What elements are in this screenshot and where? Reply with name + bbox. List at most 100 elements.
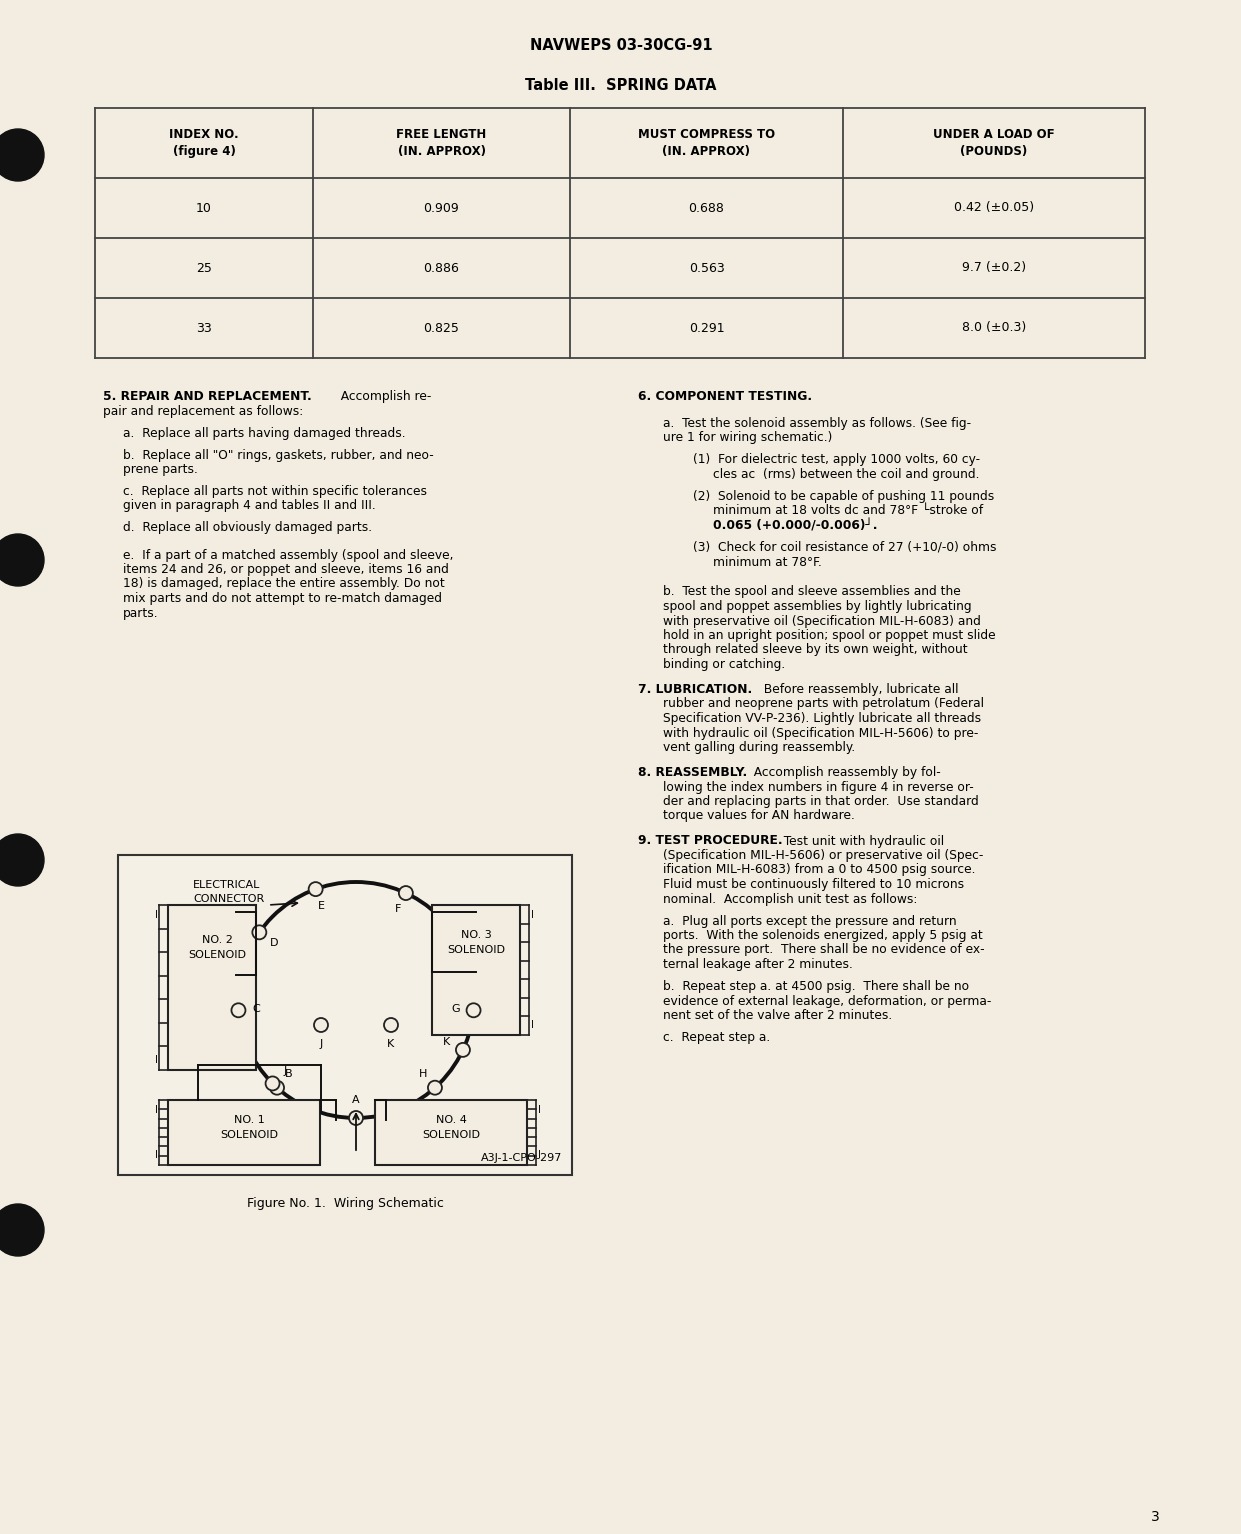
Text: Fluid must be continuously filtered to 10 microns: Fluid must be continuously filtered to 1… <box>663 877 964 891</box>
Bar <box>432 905 520 1035</box>
Text: I: I <box>537 1104 540 1115</box>
Text: 0.065 (+0.000/-0.006)┘.: 0.065 (+0.000/-0.006)┘. <box>714 518 877 532</box>
Text: Test unit with hydraulic oil: Test unit with hydraulic oil <box>776 834 944 847</box>
Text: prene parts.: prene parts. <box>123 463 197 476</box>
Text: ure 1 for wiring schematic.): ure 1 for wiring schematic.) <box>663 431 833 445</box>
Bar <box>168 1100 320 1164</box>
Text: ification MIL-H-6083) from a 0 to 4500 psig source.: ification MIL-H-6083) from a 0 to 4500 p… <box>663 864 975 876</box>
Text: CONNECTOR: CONNECTOR <box>194 894 264 904</box>
Text: I: I <box>531 910 534 920</box>
Text: SOLENOID: SOLENOID <box>187 950 246 960</box>
Text: Accomplish re-: Accomplish re- <box>333 390 432 403</box>
Text: A: A <box>352 1095 360 1104</box>
Text: 0.688: 0.688 <box>689 201 725 215</box>
Text: I: I <box>531 1020 534 1029</box>
Text: Accomplish reassembly by fol-: Accomplish reassembly by fol- <box>746 765 941 779</box>
Text: parts.: parts. <box>123 606 159 620</box>
Text: a.  Plug all ports except the pressure and return: a. Plug all ports except the pressure an… <box>663 914 957 928</box>
Text: hold in an upright position; spool or poppet must slide: hold in an upright position; spool or po… <box>663 629 995 643</box>
Text: spool and poppet assemblies by lightly lubricating: spool and poppet assemblies by lightly l… <box>663 600 972 614</box>
Text: Specification VV-P-236). Lightly lubricate all threads: Specification VV-P-236). Lightly lubrica… <box>663 712 982 726</box>
Text: b.  Replace all "O" rings, gaskets, rubber, and neo-: b. Replace all "O" rings, gaskets, rubbe… <box>123 448 434 462</box>
Text: b.  Test the spool and sleeve assemblies and the: b. Test the spool and sleeve assemblies … <box>663 586 961 598</box>
Circle shape <box>0 1204 43 1256</box>
Text: INDEX NO.
(figure 4): INDEX NO. (figure 4) <box>169 127 238 158</box>
Bar <box>118 854 572 1175</box>
Text: 6. COMPONENT TESTING.: 6. COMPONENT TESTING. <box>638 390 812 403</box>
Text: pair and replacement as follows:: pair and replacement as follows: <box>103 405 303 417</box>
Text: 18) is damaged, replace the entire assembly. Do not: 18) is damaged, replace the entire assem… <box>123 577 444 591</box>
Text: NO. 4: NO. 4 <box>436 1115 467 1124</box>
Text: 10: 10 <box>196 201 212 215</box>
Text: 5. REPAIR AND REPLACEMENT.: 5. REPAIR AND REPLACEMENT. <box>103 390 311 403</box>
Text: 33: 33 <box>196 322 212 334</box>
Text: MUST COMPRESS TO
(IN. APPROX): MUST COMPRESS TO (IN. APPROX) <box>638 127 776 158</box>
Circle shape <box>271 1080 284 1095</box>
Bar <box>168 905 256 1071</box>
Text: ternal leakage after 2 minutes.: ternal leakage after 2 minutes. <box>663 959 853 971</box>
Text: (2)  Solenoid to be capable of pushing 11 pounds: (2) Solenoid to be capable of pushing 11… <box>692 489 994 503</box>
Text: Before reassembly, lubricate all: Before reassembly, lubricate all <box>756 683 958 696</box>
Text: NO. 3: NO. 3 <box>460 930 491 940</box>
Text: c.  Replace all parts not within specific tolerances: c. Replace all parts not within specific… <box>123 485 427 499</box>
Text: vent galling during reassembly.: vent galling during reassembly. <box>663 741 855 755</box>
Text: lowing the index numbers in figure 4 in reverse or-: lowing the index numbers in figure 4 in … <box>663 781 974 793</box>
Text: minimum at 78°F.: minimum at 78°F. <box>714 555 822 569</box>
Text: UNDER A LOAD OF
(POUNDS): UNDER A LOAD OF (POUNDS) <box>933 127 1055 158</box>
Circle shape <box>398 887 413 900</box>
Text: 7. LUBRICATION.: 7. LUBRICATION. <box>638 683 752 696</box>
Text: 0.825: 0.825 <box>423 322 459 334</box>
Text: (1)  For dielectric test, apply 1000 volts, 60 cy-: (1) For dielectric test, apply 1000 volt… <box>692 454 980 466</box>
Circle shape <box>0 534 43 586</box>
Text: a.  Test the solenoid assembly as follows. (See fig-: a. Test the solenoid assembly as follows… <box>663 417 972 430</box>
Text: NAVWEPS 03-30CG-91: NAVWEPS 03-30CG-91 <box>530 38 712 54</box>
Text: cles ac  (rms) between the coil and ground.: cles ac (rms) between the coil and groun… <box>714 468 979 482</box>
Text: SOLENOID: SOLENOID <box>422 1131 480 1140</box>
Text: B: B <box>285 1069 293 1080</box>
Text: I: I <box>155 1104 158 1115</box>
Text: Figure No. 1.  Wiring Schematic: Figure No. 1. Wiring Schematic <box>247 1197 443 1210</box>
Circle shape <box>232 1003 246 1017</box>
Text: 0.909: 0.909 <box>423 201 459 215</box>
Circle shape <box>428 1080 442 1095</box>
Text: I: I <box>537 1150 540 1160</box>
Text: SOLENOID: SOLENOID <box>447 945 505 956</box>
Circle shape <box>467 1003 480 1017</box>
Text: ELECTRICAL: ELECTRICAL <box>194 881 261 890</box>
Text: C: C <box>252 1003 261 1014</box>
Text: 0.886: 0.886 <box>423 261 459 275</box>
Text: the pressure port.  There shall be no evidence of ex-: the pressure port. There shall be no evi… <box>663 943 984 957</box>
Text: with hydraulic oil (Specification MIL-H-5606) to pre-: with hydraulic oil (Specification MIL-H-… <box>663 727 978 739</box>
Text: 9.7 (±0.2): 9.7 (±0.2) <box>962 261 1026 275</box>
Circle shape <box>314 1019 328 1032</box>
Circle shape <box>252 925 267 939</box>
Circle shape <box>349 1111 364 1124</box>
Text: b.  Repeat step a. at 4500 psig.  There shall be no: b. Repeat step a. at 4500 psig. There sh… <box>663 980 969 992</box>
Text: torque values for AN hardware.: torque values for AN hardware. <box>663 810 855 822</box>
Text: items 24 and 26, or poppet and sleeve, items 16 and: items 24 and 26, or poppet and sleeve, i… <box>123 563 449 575</box>
Text: given in paragraph 4 and tables II and III.: given in paragraph 4 and tables II and I… <box>123 500 376 512</box>
Text: c.  Repeat step a.: c. Repeat step a. <box>663 1031 771 1045</box>
Circle shape <box>383 1019 398 1032</box>
Text: 0.563: 0.563 <box>689 261 725 275</box>
Text: d.  Replace all obviously damaged parts.: d. Replace all obviously damaged parts. <box>123 522 372 534</box>
Text: D: D <box>269 937 278 948</box>
Text: der and replacing parts in that order.  Use standard: der and replacing parts in that order. U… <box>663 795 979 808</box>
Text: K: K <box>387 1039 395 1049</box>
Circle shape <box>0 834 43 887</box>
Text: SOLENOID: SOLENOID <box>220 1131 278 1140</box>
Text: e.  If a part of a matched assembly (spool and sleeve,: e. If a part of a matched assembly (spoo… <box>123 549 453 561</box>
Bar <box>375 1100 527 1164</box>
Text: rubber and neoprene parts with petrolatum (Federal: rubber and neoprene parts with petrolatu… <box>663 698 984 710</box>
Text: J: J <box>284 1066 287 1075</box>
Text: Table III.  SPRING DATA: Table III. SPRING DATA <box>525 78 717 94</box>
Circle shape <box>455 1043 470 1057</box>
Text: (3)  Check for coil resistance of 27 (+10/-0) ohms: (3) Check for coil resistance of 27 (+10… <box>692 542 997 554</box>
Text: 25: 25 <box>196 261 212 275</box>
Text: (Specification MIL-H-5606) or preservative oil (Spec-: (Specification MIL-H-5606) or preservati… <box>663 848 983 862</box>
Text: 0.42 (±0.05): 0.42 (±0.05) <box>954 201 1034 215</box>
Text: I: I <box>155 1150 158 1160</box>
Text: evidence of external leakage, deformation, or perma-: evidence of external leakage, deformatio… <box>663 994 992 1008</box>
Text: binding or catching.: binding or catching. <box>663 658 786 670</box>
Text: I: I <box>155 1055 158 1065</box>
